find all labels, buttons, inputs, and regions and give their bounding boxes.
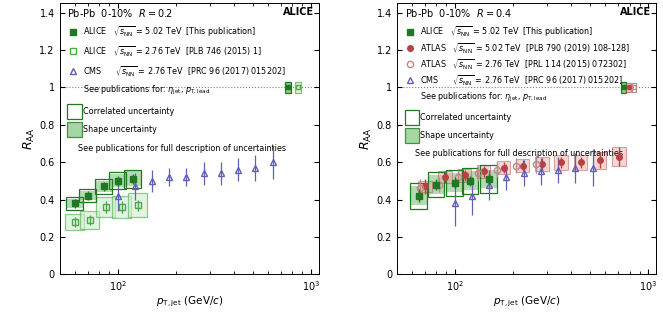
Bar — [410, 183, 427, 209]
Bar — [124, 172, 141, 186]
Bar — [95, 179, 112, 194]
Bar — [404, 128, 419, 143]
Bar — [428, 173, 444, 197]
X-axis label: $p_{\mathrm{T,jet}}$ (GeV/$c$): $p_{\mathrm{T,jet}}$ (GeV/$c$) — [493, 294, 560, 309]
Text: CMS      $\sqrt{s_{\rm NN}}$ = 2.76 TeV  [PRC 96 (2017) 015202]: CMS $\sqrt{s_{\rm NN}}$ = 2.76 TeV [PRC … — [83, 64, 286, 78]
Bar — [95, 181, 112, 192]
Text: ALICE   $\sqrt{s_{\rm NN}}$ = 2.76 TeV  [PLB 746 (2015) 1]: ALICE $\sqrt{s_{\rm NN}}$ = 2.76 TeV [PL… — [83, 45, 262, 58]
Text: See publications for: $\eta_{\rm jet}$, $p_{\rm T,lead}$: See publications for: $\eta_{\rm jet}$, … — [420, 91, 548, 104]
Text: Pb-Pb  0-10%  $R = 0.2$: Pb-Pb 0-10% $R = 0.2$ — [68, 7, 174, 19]
Text: Shape uncertainty: Shape uncertainty — [83, 125, 157, 134]
Bar — [128, 193, 147, 217]
Bar — [410, 186, 427, 205]
Text: ALICE   $\sqrt{s_{\rm NN}}$ = 5.02 TeV  [This publication]: ALICE $\sqrt{s_{\rm NN}}$ = 5.02 TeV [Th… — [83, 24, 257, 39]
Bar — [79, 189, 96, 202]
Bar — [438, 172, 452, 183]
Text: See publications for: $\eta_{\rm jet}$, $p_{\rm T,lead}$: See publications for: $\eta_{\rm jet}$, … — [83, 84, 210, 97]
Bar — [418, 181, 432, 192]
Bar — [480, 165, 497, 193]
Y-axis label: $R_{\mathrm{AA}}$: $R_{\mathrm{AA}}$ — [22, 128, 36, 150]
Bar — [79, 191, 96, 200]
Bar — [457, 169, 471, 182]
Bar — [573, 155, 587, 170]
Text: CMS      $\sqrt{s_{\rm NN}}$ = 2.76 TeV  [PRC 96 (2017) 015202]: CMS $\sqrt{s_{\rm NN}}$ = 2.76 TeV [PRC … — [420, 74, 623, 87]
Bar — [497, 161, 510, 174]
Text: ALICE: ALICE — [620, 7, 651, 17]
Text: Shape uncertainty: Shape uncertainty — [420, 131, 494, 140]
Text: ALICE   $\sqrt{s_{\rm NN}}$ = 5.02 TeV  [This publication]: ALICE $\sqrt{s_{\rm NN}}$ = 5.02 TeV [Th… — [420, 24, 594, 39]
Bar — [480, 170, 497, 188]
Bar — [554, 155, 568, 170]
Bar — [284, 82, 291, 93]
Bar — [535, 158, 548, 171]
Bar — [296, 82, 301, 93]
Bar — [516, 159, 529, 173]
Bar — [68, 104, 82, 119]
Bar — [80, 211, 99, 229]
Y-axis label: $R_{\mathrm{AA}}$: $R_{\mathrm{AA}}$ — [359, 128, 374, 150]
Text: Pb-Pb  0-10%  $R = 0.4$: Pb-Pb 0-10% $R = 0.4$ — [404, 7, 512, 19]
Bar — [461, 168, 479, 194]
Text: See publications for full description of uncertainties: See publications for full description of… — [415, 149, 623, 158]
Text: See publications for full description of uncertainties: See publications for full description of… — [78, 144, 286, 153]
Bar — [124, 170, 141, 188]
Text: Correlated uncertainty: Correlated uncertainty — [83, 107, 174, 116]
Text: ALICE: ALICE — [283, 7, 314, 17]
Bar — [446, 173, 463, 192]
Bar — [632, 83, 636, 92]
Bar — [404, 110, 419, 125]
Bar — [461, 172, 479, 190]
Bar — [627, 83, 631, 92]
Bar — [65, 213, 84, 230]
Text: ATLAS   $\sqrt{s_{\rm NN}}$ = 2.76 TeV  [PRL 114 (2015) 072302]: ATLAS $\sqrt{s_{\rm NN}}$ = 2.76 TeV [PR… — [420, 57, 627, 71]
Bar — [613, 147, 626, 166]
X-axis label: $p_{\mathrm{T,jet}}$ (GeV/$c$): $p_{\mathrm{T,jet}}$ (GeV/$c$) — [156, 294, 223, 309]
Bar — [593, 152, 607, 169]
Bar — [621, 82, 626, 93]
Bar — [428, 175, 444, 194]
Bar — [68, 122, 82, 137]
Bar — [96, 197, 115, 217]
Text: Correlated uncertainty: Correlated uncertainty — [420, 113, 512, 122]
Bar — [109, 174, 126, 187]
Bar — [112, 196, 131, 218]
Bar — [66, 199, 83, 208]
Bar — [66, 197, 83, 210]
Bar — [477, 165, 491, 178]
Bar — [109, 173, 126, 189]
Bar — [446, 170, 463, 196]
Text: ATLAS   $\sqrt{s_{\rm NN}}$ = 5.02 TeV  [PLB 790 (2019) 108-128]: ATLAS $\sqrt{s_{\rm NN}}$ = 5.02 TeV [PL… — [420, 41, 631, 55]
